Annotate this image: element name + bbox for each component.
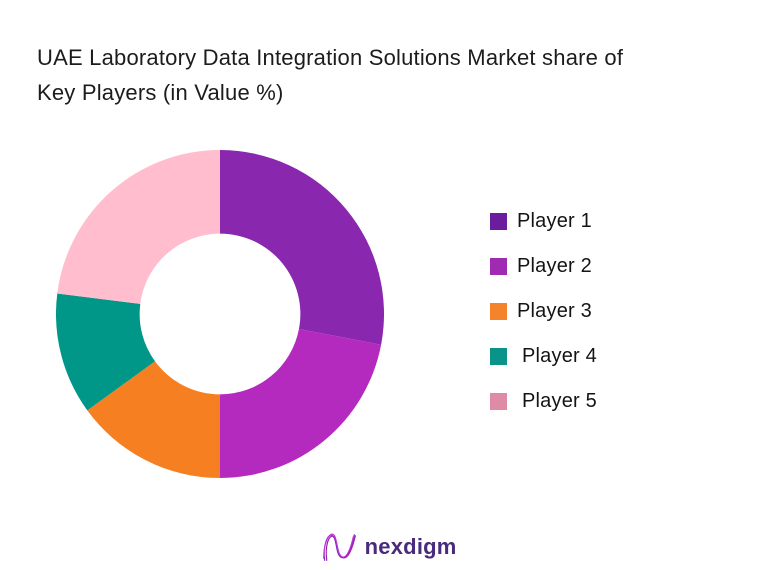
nexdigm-logo-icon — [322, 533, 356, 561]
page-title: UAE Laboratory Data Integration Solution… — [37, 45, 624, 105]
legend-swatch-player-1 — [490, 212, 507, 230]
legend-label-player-1: Player 1 — [517, 209, 592, 232]
legend: Player 1 Player 2 Player 3 Player 4 Play… — [490, 209, 597, 412]
legend-item-player-1: Player 1 — [490, 209, 597, 232]
legend-swatch-player-2 — [490, 257, 507, 275]
legend-swatch-player-4 — [490, 347, 507, 365]
legend-item-player-4: Player 4 — [490, 344, 597, 367]
donut-chart — [55, 150, 385, 478]
donut-segment-player-5 — [57, 150, 220, 304]
legend-label-player-5: Player 5 — [522, 389, 597, 412]
legend-swatch-player-3 — [490, 302, 507, 320]
legend-item-player-2: Player 2 — [490, 254, 597, 277]
donut-segment-player-4 — [55, 293, 155, 411]
donut-segment-player-3 — [87, 361, 220, 478]
legend-label-player-4: Player 4 — [522, 344, 597, 367]
legend-item-player-5: Player 5 — [490, 389, 597, 412]
donut-segment-player-1 — [220, 150, 385, 345]
legend-label-player-3: Player 3 — [517, 299, 592, 322]
legend-label-player-2: Player 2 — [517, 254, 592, 277]
legend-swatch-player-5 — [490, 392, 507, 410]
legend-item-player-3: Player 3 — [490, 299, 597, 322]
nexdigm-logo: nexdigm — [321, 528, 457, 566]
donut-segment-player-2 — [220, 329, 382, 478]
donut-chart-area — [55, 150, 385, 478]
nexdigm-logo-text: nexdigm — [364, 534, 457, 559]
